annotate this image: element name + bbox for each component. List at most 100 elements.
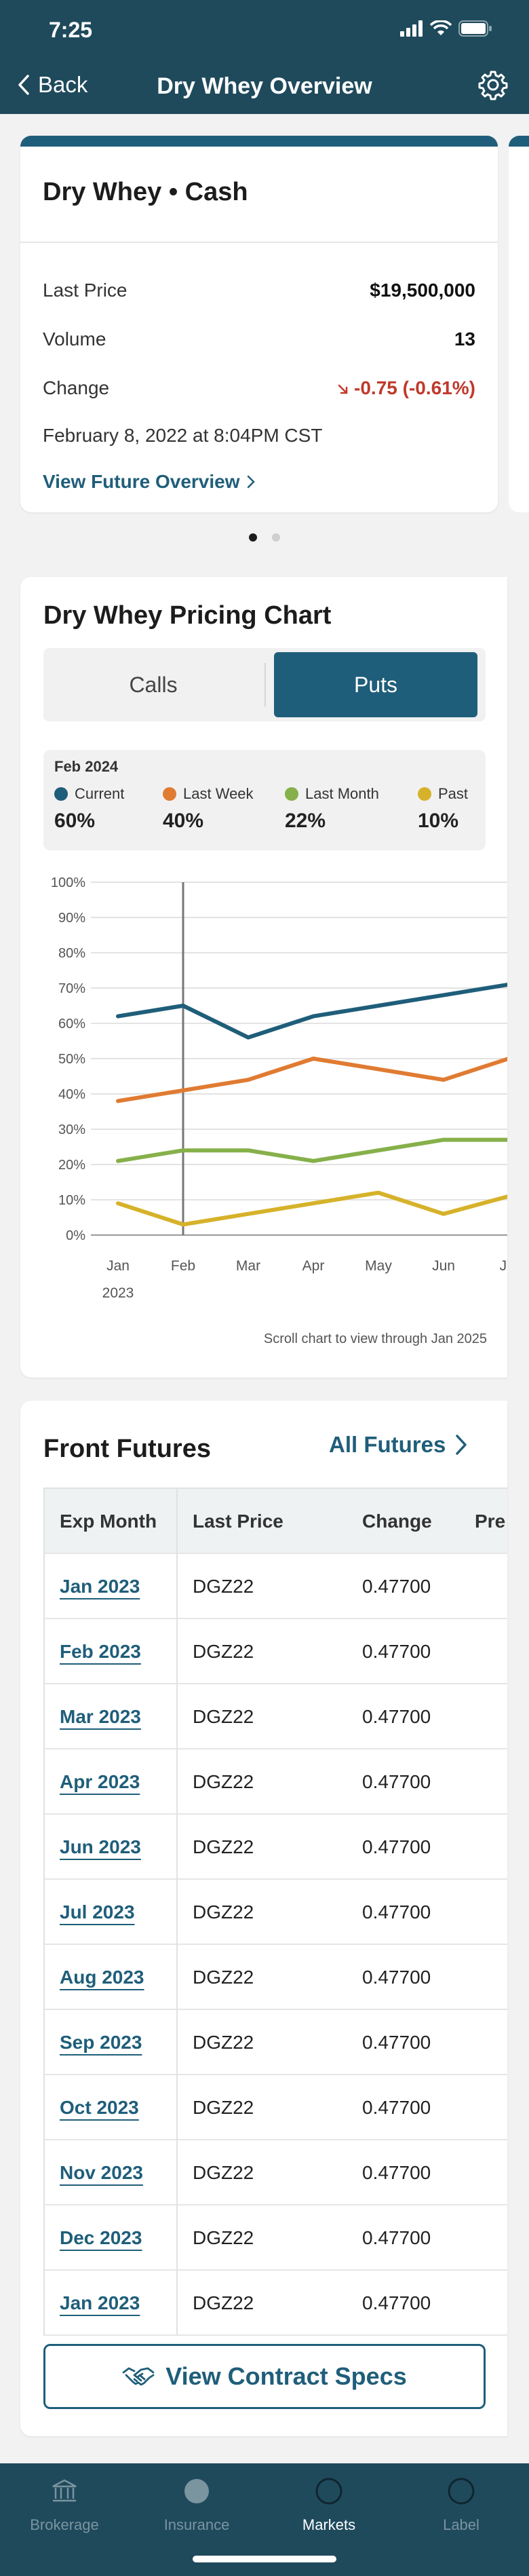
exp-month-cell: Nov 2023 <box>43 2140 178 2205</box>
column-header-change[interactable]: Change <box>362 1511 432 1532</box>
segment-puts[interactable]: Puts <box>274 652 477 717</box>
y-tick-label: 30% <box>58 1122 85 1137</box>
legend-value: 22% <box>285 810 326 832</box>
change-cell: 0.47700 <box>362 1901 431 1922</box>
exp-month-link[interactable]: Jul 2023 <box>60 1901 135 1922</box>
change-row: Change -0.75 (-0.61%) <box>43 377 475 399</box>
table-header-row: Exp Month Last Price Change Pre <box>43 1489 507 1554</box>
last-price-cell: DGZ22 <box>193 2032 254 2053</box>
exp-month-cell: Sep 2023 <box>43 2010 178 2075</box>
tab-insurance[interactable]: Insurance <box>132 2477 261 2534</box>
exp-month-cell: Dec 2023 <box>43 2205 178 2271</box>
exp-month-link[interactable]: Dec 2023 <box>60 2227 142 2248</box>
last-price-cell: DGZ22 <box>193 1967 254 1988</box>
volume-value: 13 <box>454 328 475 349</box>
table-row: Jul 2023 DGZ22 0.47700 <box>43 1880 507 1945</box>
chart-legend: Feb 2024 Current 60% Last Week 40% Last … <box>43 750 486 850</box>
y-tick-label: 40% <box>58 1087 85 1102</box>
segment-calls[interactable]: Calls <box>129 672 178 697</box>
last-price-value: $19,500,000 <box>370 280 475 301</box>
bank-icon <box>52 2479 77 2502</box>
table-row: Sep 2023 DGZ22 0.47700 <box>43 2010 507 2075</box>
y-tick-label: 100% <box>51 875 85 890</box>
segment-divider <box>264 663 266 706</box>
futures-table: Exp Month Last Price Change Pre Jan 2023… <box>43 1488 507 2336</box>
y-tick-label: 0% <box>66 1228 85 1243</box>
exp-month-cell: Jan 2023 <box>43 1554 178 1619</box>
y-tick-label: 60% <box>58 1017 85 1031</box>
price-summary-card[interactable]: Dry Whey • Cash Last Price $19,500,000 V… <box>20 136 498 512</box>
pager-dots <box>0 533 529 542</box>
chevron-right-icon <box>456 1435 467 1455</box>
last-price-cell: DGZ22 <box>193 1771 254 1792</box>
table-row: Jun 2023 DGZ22 0.47700 <box>43 1815 507 1880</box>
tab-label: Label <box>443 2516 479 2533</box>
series-line-last-month <box>116 1137 507 1163</box>
status-bar: 7:25 <box>0 0 529 57</box>
series-line-current <box>116 983 507 1040</box>
battery-icon <box>458 20 492 37</box>
view-contract-specs-label: View Contract Specs <box>165 2362 407 2390</box>
x-tick-label: Jul <box>500 1258 507 1274</box>
change-cell: 0.47700 <box>362 2097 431 2118</box>
exp-month-link[interactable]: Aug 2023 <box>60 1967 144 1988</box>
chevron-right-icon <box>247 475 255 489</box>
last-price-cell: DGZ22 <box>193 1836 254 1857</box>
table-row: Mar 2023 DGZ22 0.47700 <box>43 1684 507 1749</box>
page-title: Dry Whey Overview <box>157 73 372 99</box>
tab-label: Brokerage <box>30 2516 99 2533</box>
legend-swatch <box>54 787 68 801</box>
exp-month-cell: Jul 2023 <box>43 1880 178 1945</box>
volume-label: Volume <box>43 328 106 349</box>
pager-dot[interactable] <box>272 533 280 542</box>
futures-title: Front Futures <box>43 1435 211 1463</box>
change-cell: 0.47700 <box>362 1706 431 1727</box>
chart-scroll-note: Scroll chart to view through Jan 2025 <box>263 1331 487 1346</box>
tab-label-item[interactable]: Label <box>397 2477 526 2534</box>
home-indicator <box>193 2556 336 2562</box>
exp-month-link[interactable]: Jan 2023 <box>60 1576 140 1597</box>
column-header-exp-month[interactable]: Exp Month <box>43 1489 178 1554</box>
legend-item-current: Current 60% <box>54 785 124 833</box>
exp-month-link[interactable]: Jan 2023 <box>60 2292 140 2313</box>
view-contract-specs-button[interactable]: View Contract Specs <box>43 2344 486 2409</box>
exp-month-link[interactable]: Oct 2023 <box>60 2097 139 2118</box>
exp-month-link[interactable]: Jun 2023 <box>60 1836 141 1857</box>
exp-month-link[interactable]: Apr 2023 <box>60 1771 140 1792</box>
x-tick-label: Feb <box>171 1258 195 1274</box>
change-cell: 0.47700 <box>362 2292 431 2313</box>
pricing-line-chart[interactable]: 0% 10% 20% 30% 40% 50% 60% 70% 80% 90% 100% Jan Feb M… <box>20 869 507 1317</box>
calls-puts-segmented-control: Calls Puts <box>43 648 486 721</box>
view-future-overview-link[interactable]: View Future Overview <box>43 471 255 493</box>
table-row: Jan 2023 DGZ22 0.47700 <box>43 2271 507 2336</box>
all-futures-link[interactable]: All Futures <box>329 1432 467 1458</box>
back-button[interactable]: Back <box>18 72 87 98</box>
change-cell: 0.47700 <box>362 1771 431 1792</box>
x-year-label: 2023 <box>102 1285 134 1301</box>
exp-month-link[interactable]: Mar 2023 <box>60 1706 141 1727</box>
tab-markets[interactable]: Markets <box>264 2477 393 2534</box>
last-price-cell: DGZ22 <box>193 2227 254 2248</box>
pager-dot-active[interactable] <box>249 533 257 542</box>
signal-icon <box>400 20 423 37</box>
table-row: Dec 2023 DGZ22 0.47700 <box>43 2205 507 2271</box>
last-price-cell: DGZ22 <box>193 1706 254 1727</box>
tab-brokerage[interactable]: Brokerage <box>0 2477 129 2534</box>
next-card-peek[interactable] <box>509 136 529 512</box>
x-tick-label: Jun <box>432 1258 455 1274</box>
price-card-title: Dry Whey • Cash <box>43 178 248 206</box>
exp-month-link[interactable]: Nov 2023 <box>60 2162 143 2183</box>
status-time: 7:25 <box>49 18 93 42</box>
view-future-overview-label: View Future Overview <box>43 471 240 492</box>
legend-label: Past <box>438 785 469 802</box>
gear-icon[interactable] <box>477 69 509 100</box>
handshake-icon <box>122 2367 155 2386</box>
change-value: -0.75 (-0.61%) <box>336 377 475 399</box>
column-header-last-price[interactable]: Last Price <box>193 1511 283 1532</box>
exp-month-cell: Oct 2023 <box>43 2075 178 2140</box>
exp-month-link[interactable]: Sep 2023 <box>60 2032 142 2053</box>
y-tick-label: 90% <box>58 911 85 926</box>
column-header-prev[interactable]: Pre <box>475 1511 506 1532</box>
exp-month-link[interactable]: Feb 2023 <box>60 1641 141 1662</box>
table-row: Nov 2023 DGZ22 0.47700 <box>43 2140 507 2205</box>
